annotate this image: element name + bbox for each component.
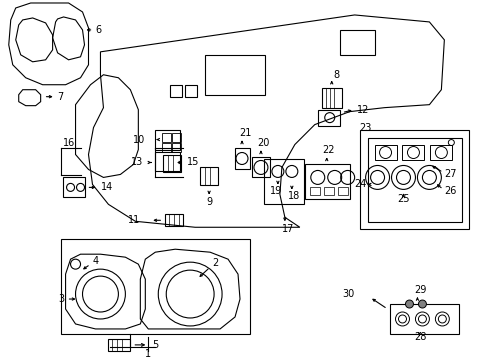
Circle shape <box>405 300 413 308</box>
Text: 4: 4 <box>92 256 99 266</box>
Text: 11: 11 <box>128 215 140 225</box>
Bar <box>317 110 339 126</box>
Bar <box>429 144 451 161</box>
Text: 9: 9 <box>206 197 212 207</box>
Bar <box>162 132 171 141</box>
Text: 3: 3 <box>59 294 64 304</box>
Text: 27: 27 <box>444 170 456 179</box>
Text: 24: 24 <box>353 179 366 189</box>
Text: 7: 7 <box>58 92 64 102</box>
Bar <box>235 148 249 170</box>
Text: 1: 1 <box>145 349 151 359</box>
Text: 26: 26 <box>444 186 456 197</box>
Text: 19: 19 <box>269 186 282 197</box>
Bar <box>339 30 374 55</box>
Bar <box>108 339 130 351</box>
Bar <box>321 88 341 108</box>
Text: 14: 14 <box>100 183 112 192</box>
Bar <box>172 132 181 141</box>
Bar <box>155 152 180 171</box>
Bar <box>172 143 181 152</box>
Text: 2: 2 <box>212 258 218 268</box>
Text: 15: 15 <box>187 157 199 167</box>
Text: 10: 10 <box>133 135 145 145</box>
Text: 8: 8 <box>333 70 339 80</box>
Text: 18: 18 <box>287 192 300 201</box>
Bar <box>162 143 171 152</box>
Text: 20: 20 <box>256 138 269 148</box>
Bar <box>323 188 333 195</box>
Bar <box>204 55 264 95</box>
Text: 21: 21 <box>239 127 251 138</box>
Bar <box>264 159 303 204</box>
Bar <box>185 85 197 97</box>
Text: 30: 30 <box>342 289 354 299</box>
Bar <box>200 167 218 185</box>
Text: 29: 29 <box>414 285 426 295</box>
Bar <box>367 138 461 222</box>
Bar <box>337 188 347 195</box>
Bar <box>61 239 249 334</box>
Bar <box>165 214 183 226</box>
Text: 22: 22 <box>321 144 334 154</box>
Bar <box>389 304 458 334</box>
Text: 28: 28 <box>414 332 426 342</box>
Text: 17: 17 <box>281 224 294 234</box>
Text: 23: 23 <box>359 123 371 132</box>
Text: 5: 5 <box>152 340 158 350</box>
Bar <box>304 165 349 199</box>
Text: 12: 12 <box>356 105 368 114</box>
Bar <box>170 85 182 97</box>
Text: 25: 25 <box>396 194 409 204</box>
Bar <box>62 177 84 197</box>
Text: 13: 13 <box>131 157 143 167</box>
Text: 6: 6 <box>95 25 102 35</box>
Circle shape <box>418 300 426 308</box>
Text: 16: 16 <box>62 138 75 148</box>
Bar <box>251 157 269 177</box>
Bar <box>402 144 424 161</box>
Bar <box>155 130 180 149</box>
Bar <box>309 188 319 195</box>
Bar <box>359 130 468 229</box>
Bar <box>163 154 181 172</box>
Bar <box>374 144 396 161</box>
